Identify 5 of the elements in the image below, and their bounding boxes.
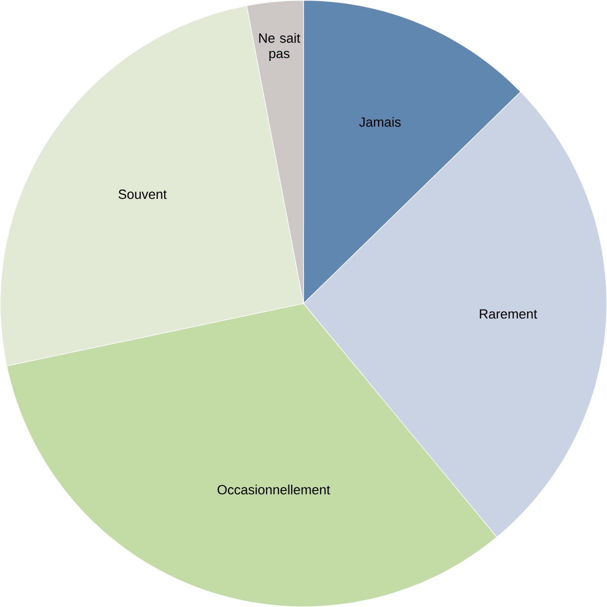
slice-label: Jamais xyxy=(359,117,401,127)
slice-label: Rarement xyxy=(480,309,538,319)
slice-label: Occasionnellement xyxy=(218,484,330,494)
slice-label: Souvent xyxy=(118,190,167,199)
slice-label: Ne sait pas xyxy=(259,33,300,61)
